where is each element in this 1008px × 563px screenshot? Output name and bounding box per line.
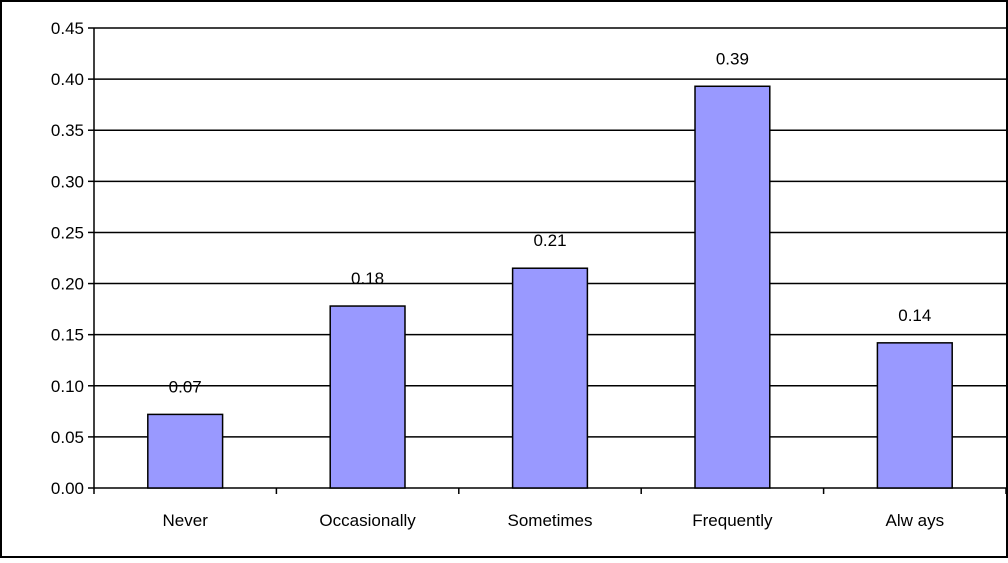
- bar-sometimes: [511, 267, 589, 489]
- category-label: Occasionally: [319, 511, 416, 530]
- y-tick-label: 0.00: [51, 479, 84, 498]
- category-label: Frequently: [692, 511, 773, 530]
- data-label: 0.14: [898, 306, 931, 325]
- data-label: 0.07: [169, 377, 202, 396]
- y-tick-label: 0.45: [51, 19, 84, 38]
- category-label: Sometimes: [507, 511, 592, 530]
- y-tick-label: 0.30: [51, 172, 84, 191]
- gridlines: [94, 27, 1006, 438]
- labels: 0.00 0.05 0.10 0.15 0.20 0.25 0.30 0.35 0.40 0.45…: [51, 19, 944, 530]
- y-tick-label: 0.35: [51, 121, 84, 140]
- y-tick-label: 0.25: [51, 223, 84, 242]
- y-tick-label: 0.05: [51, 428, 84, 447]
- y-tick-label: 0.40: [51, 70, 84, 89]
- y-tick-label: 0.15: [51, 326, 84, 345]
- data-label: 0.21: [533, 231, 566, 250]
- bar-alw-ays: [876, 342, 953, 489]
- category-label: Never: [163, 511, 209, 530]
- data-label: 0.39: [716, 49, 749, 68]
- bar-never: [147, 413, 224, 489]
- bars: [147, 85, 953, 489]
- data-label: 0.18: [351, 269, 384, 288]
- y-tick-label: 0.20: [51, 275, 84, 294]
- bar-occasionally: [329, 305, 406, 489]
- category-label: Alw ays: [886, 511, 945, 530]
- bar-frequently: [694, 85, 771, 489]
- y-tick-label: 0.10: [51, 377, 84, 396]
